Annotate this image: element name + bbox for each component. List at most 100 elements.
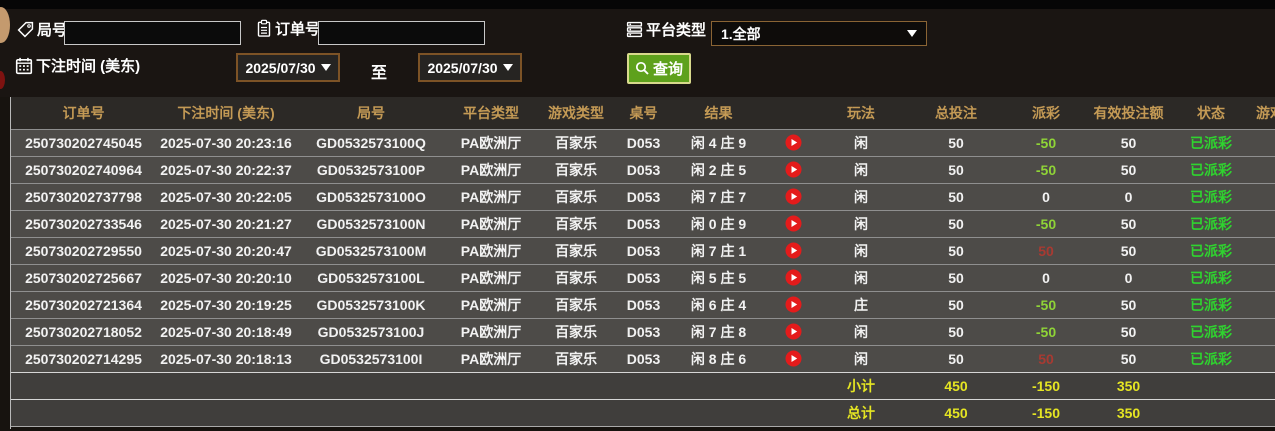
replay-video-button[interactable] <box>785 296 802 313</box>
table-no-cell: D053 <box>626 242 661 259</box>
subtotal-payout: -150 <box>1031 377 1061 394</box>
payout-cell: -50 <box>1035 134 1057 151</box>
platform-select[interactable]: 1.全部 <box>711 21 927 46</box>
bet-time-cell: 2025-07-30 20:23:16 <box>160 134 292 151</box>
order-id-cell: 250730202714295 <box>25 350 142 367</box>
table-row: 250730202721364 2025-07-30 20:19:25 GD05… <box>11 291 1275 318</box>
platform-label: 平台类型 <box>646 22 707 39</box>
play-cell: 闲 <box>854 269 868 286</box>
total-bet-cell: 50 <box>948 242 964 259</box>
replay-video-button[interactable] <box>785 134 802 151</box>
round-input[interactable] <box>64 21 241 45</box>
bet-time-label: 下注时间 (美东) <box>36 58 141 75</box>
table-header-row: 订单号 下注时间 (美东) 局号 平台类型 游戏类型 桌号 结果 玩法 总投注 … <box>11 97 1275 129</box>
round-id-cell: GD0532573100M <box>315 242 427 259</box>
col-header-bet-time: 下注时间 (美东) <box>156 97 296 129</box>
game-cell <box>1246 291 1275 318</box>
records-table: 订单号 下注时间 (美东) 局号 平台类型 游戏类型 桌号 结果 玩法 总投注 … <box>10 97 1275 429</box>
round-id-cell: GD0532573100I <box>319 350 423 367</box>
chevron-down-icon <box>502 64 513 71</box>
round-id-cell: GD0532573100Q <box>316 134 426 151</box>
result-cell: 闲 8 庄 6 <box>690 350 747 367</box>
table-row: 250730202733546 2025-07-30 20:21:27 GD05… <box>11 210 1275 237</box>
grand-total-payout: -150 <box>1031 404 1061 421</box>
total-bet-cell: 50 <box>948 296 964 313</box>
replay-video-button[interactable] <box>785 323 802 340</box>
calendar-icon <box>15 57 33 75</box>
play-cell: 庄 <box>854 296 868 313</box>
payout-cell: -50 <box>1035 323 1057 340</box>
valid-bet-cell: 50 <box>1120 161 1137 178</box>
col-header-table-no: 桌号 <box>616 97 671 129</box>
table-no-cell: D053 <box>626 161 661 178</box>
round-id-cell: GD0532573100P <box>316 161 426 178</box>
replay-video-button[interactable] <box>785 269 802 286</box>
date-to-select[interactable]: 2025/07/30 <box>418 53 522 82</box>
filter-panel: 局号 订单号 平台类型 1.全部 下注时间 (美东) 2025/07/30 至 … <box>0 7 1275 97</box>
subtotal-row: 小计 450 -150 350 <box>11 372 1275 399</box>
table-no-cell: D053 <box>626 188 661 205</box>
total-bet-cell: 50 <box>948 215 964 232</box>
platform-stack-icon <box>626 21 643 38</box>
game-cell <box>1246 345 1275 372</box>
total-bet-cell: 50 <box>948 269 964 286</box>
replay-video-button[interactable] <box>785 350 802 367</box>
col-header-status: 状态 <box>1176 97 1246 129</box>
valid-bet-cell: 50 <box>1120 215 1137 232</box>
bet-time-cell: 2025-07-30 20:22:37 <box>160 161 292 178</box>
query-button[interactable]: 查询 <box>627 53 691 84</box>
play-cell: 闲 <box>854 134 868 151</box>
col-header-result: 结果 <box>671 97 766 129</box>
replay-video-button[interactable] <box>785 188 802 205</box>
payout-cell: 50 <box>1038 350 1054 367</box>
total-bet-cell: 50 <box>948 161 964 178</box>
order-filter-group: 订单号 <box>256 18 320 39</box>
table-row: 250730202714295 2025-07-30 20:18:13 GD05… <box>11 345 1275 372</box>
platform-select-value: 1.全部 <box>721 25 761 42</box>
status-badge: 已派彩 <box>1190 215 1232 232</box>
round-id-cell: GD0532573100N <box>316 215 426 232</box>
platform-cell: PA欧洲厅 <box>460 269 522 286</box>
payout-cell: -50 <box>1035 215 1057 232</box>
order-id-cell: 250730202718052 <box>25 323 142 340</box>
col-header-game-type: 游戏类型 <box>536 97 616 129</box>
round-filter-group: 局号 <box>17 19 67 40</box>
total-bet-cell: 50 <box>948 350 964 367</box>
valid-bet-cell: 50 <box>1120 242 1137 259</box>
result-cell: 闲 7 庄 1 <box>690 242 747 259</box>
col-header-play: 玩法 <box>821 97 901 129</box>
chevron-down-icon <box>320 64 331 71</box>
result-cell: 闲 2 庄 5 <box>690 161 747 178</box>
game-type-cell: 百家乐 <box>555 134 597 151</box>
valid-bet-cell: 50 <box>1120 134 1137 151</box>
platform-cell: PA欧洲厅 <box>460 215 522 232</box>
grand-total-valid-bet: 350 <box>1116 404 1141 421</box>
top-strip <box>0 0 1275 9</box>
date-range-to-label: 至 <box>371 65 388 82</box>
result-cell: 闲 6 庄 4 <box>690 296 747 313</box>
side-handle[interactable] <box>0 7 10 43</box>
round-id-cell: GD0532573100J <box>317 323 425 340</box>
col-header-game: 游戏 <box>1246 97 1275 129</box>
game-type-cell: 百家乐 <box>555 296 597 313</box>
order-input[interactable] <box>318 21 485 45</box>
grand-total-row: 总计 450 -150 350 <box>11 399 1275 426</box>
status-badge: 已派彩 <box>1190 134 1232 151</box>
date-to-value: 2025/07/30 <box>427 59 498 76</box>
replay-video-button[interactable] <box>785 215 802 232</box>
game-cell <box>1246 129 1275 156</box>
game-cell <box>1246 156 1275 183</box>
replay-video-button[interactable] <box>785 161 802 178</box>
play-cell: 闲 <box>854 242 868 259</box>
col-header-round-id: 局号 <box>296 97 446 129</box>
bet-time-cell: 2025-07-30 20:22:05 <box>160 188 292 205</box>
game-cell <box>1246 183 1275 210</box>
replay-video-button[interactable] <box>785 242 802 259</box>
table-no-cell: D053 <box>626 134 661 151</box>
date-from-select[interactable]: 2025/07/30 <box>236 53 340 82</box>
game-type-cell: 百家乐 <box>555 269 597 286</box>
platform-cell: PA欧洲厅 <box>460 134 522 151</box>
table-no-cell: D053 <box>626 215 661 232</box>
order-id-cell: 250730202729550 <box>25 242 142 259</box>
col-header-payout: 派彩 <box>1011 97 1081 129</box>
